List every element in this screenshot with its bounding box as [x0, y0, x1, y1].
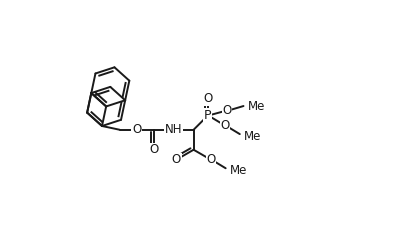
Text: Me: Me: [244, 130, 261, 142]
Text: O: O: [149, 143, 158, 156]
Text: P: P: [204, 109, 212, 122]
Text: O: O: [222, 104, 232, 117]
Text: O: O: [220, 119, 230, 132]
Text: NH: NH: [165, 123, 182, 136]
Text: Me: Me: [230, 164, 247, 177]
Text: O: O: [132, 123, 141, 136]
Text: O: O: [206, 153, 216, 166]
Text: O: O: [172, 153, 181, 166]
Text: O: O: [203, 92, 212, 105]
Text: Me: Me: [248, 100, 265, 112]
